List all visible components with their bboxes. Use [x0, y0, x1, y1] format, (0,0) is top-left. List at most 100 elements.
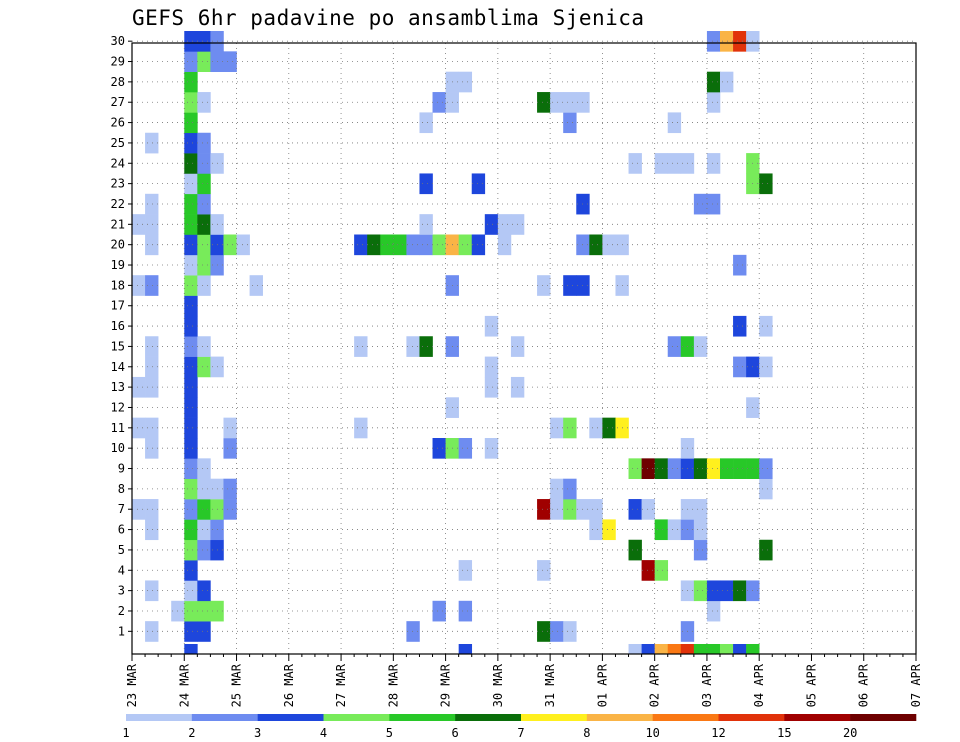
heatmap-cell — [733, 644, 747, 654]
heatmap-cell — [419, 234, 433, 256]
heatmap-cell — [706, 193, 721, 215]
heatmap-cell — [706, 580, 721, 602]
heatmap-cell — [667, 336, 682, 357]
heatmap-cell — [197, 600, 211, 622]
heatmap-cell — [720, 644, 734, 654]
heatmap-cell — [759, 315, 773, 337]
x-tick-label: 05 APR — [804, 663, 818, 707]
heatmap-cell — [693, 519, 708, 541]
heatmap-cell — [197, 580, 211, 602]
heatmap-cell — [733, 580, 747, 602]
heatmap-cell — [759, 173, 773, 195]
heatmap-cell — [223, 499, 237, 520]
heatmap-cell — [471, 173, 486, 195]
heatmap-cell — [184, 51, 198, 72]
x-tick-label: 28 MAR — [386, 663, 400, 707]
heatmap-cell — [458, 438, 473, 459]
heatmap-cell — [184, 112, 198, 134]
heatmap-cell — [484, 315, 499, 337]
heatmap-cell — [432, 600, 446, 622]
heatmap-cells — [132, 31, 773, 654]
heatmap-cell — [145, 132, 159, 154]
x-tick-label: 06 APR — [857, 663, 871, 707]
heatmap-cell — [197, 499, 211, 520]
heatmap-cell — [706, 92, 721, 113]
heatmap-cell — [197, 132, 211, 154]
y-tick-label: 24 — [111, 156, 125, 170]
colorbar-label: 20 — [843, 726, 857, 740]
colorbar-label: 5 — [386, 726, 393, 740]
heatmap-cell — [746, 644, 760, 654]
heatmap-cell — [197, 275, 211, 296]
heatmap-cell — [759, 539, 773, 561]
heatmap-cell — [197, 51, 211, 72]
y-tick-label: 20 — [111, 238, 125, 252]
heatmap-cell — [706, 71, 721, 93]
heatmap-cell — [471, 234, 486, 256]
colorbar-label: 2 — [188, 726, 195, 740]
heatmap-cell — [145, 336, 159, 357]
heatmap-cell — [354, 234, 368, 256]
heatmap-cell — [184, 315, 198, 337]
heatmap-cell — [184, 417, 198, 439]
heatmap-cell — [628, 539, 642, 561]
heatmap-cell — [184, 275, 198, 296]
y-tick-label: 27 — [111, 95, 125, 109]
heatmap-cell — [145, 580, 159, 602]
heatmap-cell — [197, 458, 211, 479]
heatmap-cell — [419, 214, 433, 235]
heatmap-cell — [706, 31, 721, 52]
heatmap-cell — [184, 153, 198, 174]
heatmap-cell — [667, 458, 682, 479]
heatmap-cell — [197, 478, 211, 500]
heatmap-cell — [145, 499, 159, 520]
y-tick-label: 12 — [111, 400, 125, 414]
heatmap-cell — [458, 71, 473, 93]
y-tick-label: 15 — [111, 339, 125, 353]
heatmap-cell — [354, 336, 368, 357]
colorbar-swatch — [126, 714, 193, 721]
y-tick-label: 22 — [111, 197, 125, 211]
heatmap-cell — [537, 275, 551, 296]
heatmap-cell — [432, 92, 446, 113]
x-tick-label: 24 MAR — [177, 663, 191, 707]
y-tick-label: 7 — [118, 502, 125, 516]
heatmap-cell — [184, 519, 198, 541]
heatmap-cell — [184, 234, 198, 256]
heatmap-cell — [145, 214, 159, 235]
heatmap-cell — [484, 356, 499, 378]
heatmap-cell — [693, 580, 708, 602]
y-tick-label: 21 — [111, 217, 125, 231]
heatmap-cell — [484, 438, 499, 459]
heatmap-cell — [563, 478, 577, 500]
heatmap-cell — [563, 275, 577, 296]
heatmap-cell — [223, 438, 237, 459]
heatmap-cell — [759, 356, 773, 378]
heatmap-cell — [197, 356, 211, 378]
heatmap-cell — [563, 499, 577, 520]
y-tick-label: 2 — [118, 604, 125, 618]
heatmap-cell — [419, 112, 433, 134]
heatmap-cell — [145, 519, 159, 541]
heatmap-cell — [641, 560, 655, 581]
x-tick-label: 03 APR — [700, 663, 714, 707]
heatmap-cell — [380, 234, 394, 256]
heatmap-cell — [589, 519, 603, 541]
heatmap-cell — [197, 153, 211, 174]
heatmap-cell — [393, 234, 407, 256]
colorbar-swatch — [389, 714, 456, 721]
heatmap-cell — [249, 275, 263, 296]
colorbar-swatch — [850, 714, 917, 721]
colorbar-swatch — [718, 714, 785, 721]
heatmap-cell — [589, 499, 603, 520]
y-tick-label: 9 — [118, 462, 125, 476]
heatmap-cell — [458, 560, 473, 581]
y-tick-label: 23 — [111, 177, 125, 191]
heatmap-cell — [184, 336, 198, 357]
colorbar-swatch — [586, 714, 653, 721]
heatmap-cell — [563, 92, 577, 113]
heatmap-cell — [354, 417, 368, 439]
heatmap-cell — [432, 234, 446, 256]
heatmap-cell — [497, 214, 512, 235]
colorbar-label: 7 — [517, 726, 524, 740]
